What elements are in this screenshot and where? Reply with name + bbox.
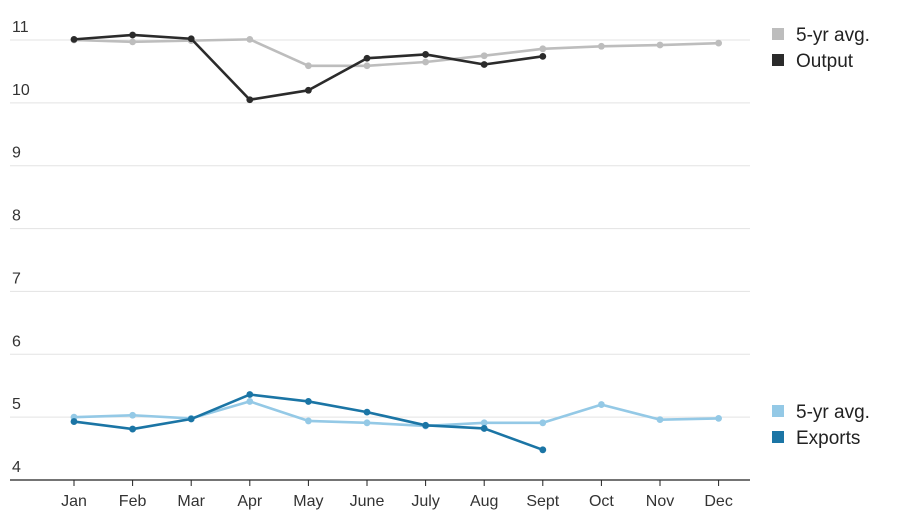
data-point [129,425,137,433]
data-point [129,411,137,419]
data-point [187,35,195,43]
x-tick-label: Feb [119,493,147,510]
data-point [363,62,371,70]
x-tick-label: May [293,493,323,510]
data-point [656,416,664,424]
x-tick-label: Apr [237,493,263,510]
data-point [480,61,488,68]
legends: 5-yr avg. Output 5-yr avg. Exports [772,25,870,449]
data-point [305,86,312,94]
series-line [73,38,719,68]
data-point [656,41,664,49]
data-point [598,401,605,408]
legend-label: Output [796,51,854,72]
series-exports [70,391,547,454]
data-point [480,419,488,427]
data-point [539,419,547,427]
y-axis-ticks: 4 5 6 7 8 9 10 11 [12,19,30,476]
legend-label: 5-yr avg. [796,402,870,423]
y-tick-label: 4 [12,459,21,476]
x-axis-ticks: Jan Feb Mar Apr May June July Aug Sept Oct Nov Dec [61,480,733,510]
data-point [305,398,312,405]
data-point [305,62,312,70]
series-5-yr-avg- [70,35,722,70]
data-point [246,35,254,43]
data-point [480,425,488,432]
legend-label: 5-yr avg. [796,25,870,46]
x-tick-label: Mar [177,493,205,510]
y-tick-label: 11 [12,19,29,36]
x-tick-label: June [350,493,385,510]
legend: 5-yr avg. Exports [772,402,870,449]
data-point [246,398,254,405]
y-tick-label: 9 [12,145,21,162]
data-point [480,52,488,60]
x-tick-label: Aug [470,493,498,510]
series-line [73,400,719,428]
data-point [422,51,429,58]
x-tick-label: Oct [589,493,614,510]
data-point [363,54,371,62]
y-tick-label: 10 [12,82,30,99]
y-tick-label: 8 [12,208,21,225]
y-tick-label: 7 [12,270,21,287]
y-tick-label: 6 [12,333,21,350]
data-point [715,39,722,47]
data-point [422,421,429,429]
data-point [363,408,371,416]
legend: 5-yr avg. Output [772,25,870,72]
data-point [422,58,429,66]
data-point [187,415,195,423]
data-point [246,391,254,398]
data-point [129,31,137,39]
data-point [715,415,722,422]
series-group [70,31,722,454]
data-point [598,42,605,50]
x-tick-label: Dec [704,493,732,510]
data-point [305,417,312,425]
data-point [363,419,371,427]
grid [10,39,750,418]
data-point [539,45,547,53]
data-point [70,418,78,425]
legend-swatch [772,28,784,40]
data-point [129,38,137,46]
x-tick-label: July [411,493,439,510]
y-tick-label: 5 [12,396,21,413]
x-tick-label: Jan [61,493,87,510]
x-tick-label: Nov [646,493,674,510]
series-output [70,31,547,104]
data-point [70,35,78,43]
data-point [539,446,547,454]
data-point [246,96,254,104]
data-point [539,52,547,60]
x-tick-label: Sept [526,493,559,510]
legend-swatch [772,431,784,443]
legend-label: Exports [796,428,860,449]
series-5-yr-avg- [70,398,722,430]
legend-swatch [772,54,784,66]
legend-swatch [772,405,784,417]
